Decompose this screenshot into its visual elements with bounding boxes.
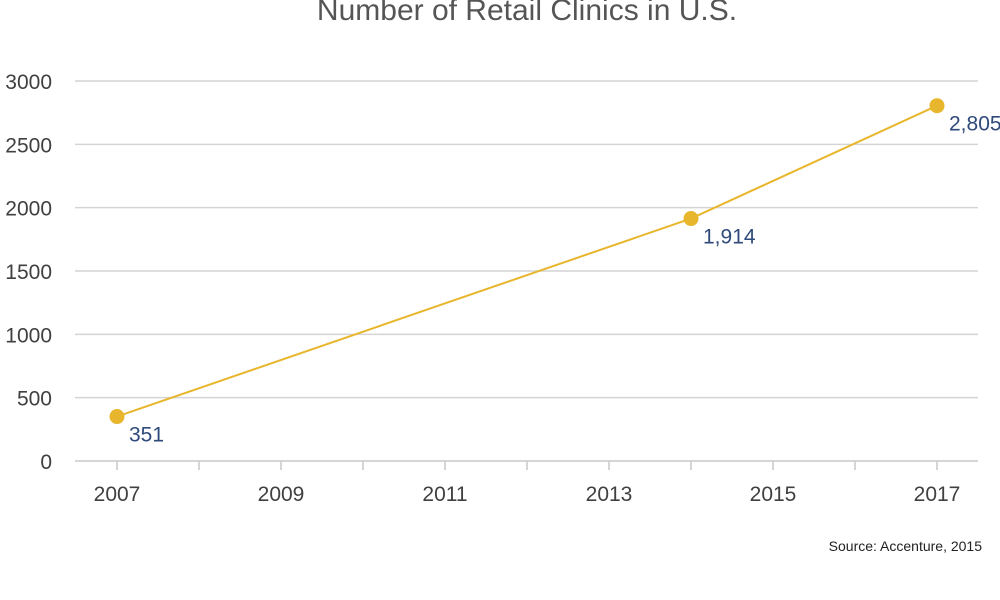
y-tick-label: 2500 bbox=[5, 134, 52, 157]
gridlines bbox=[75, 80, 978, 399]
y-tick-label: 2000 bbox=[5, 198, 52, 221]
y-tick-label: 0 bbox=[40, 451, 52, 474]
y-tick-label: 1000 bbox=[5, 324, 52, 347]
x-tick-label: 2011 bbox=[422, 483, 467, 506]
data-label: 351 bbox=[129, 424, 164, 447]
x-tick-label: 2015 bbox=[750, 483, 797, 506]
series-layer: 351 1,914 2,805 bbox=[109, 98, 1000, 447]
data-point bbox=[929, 98, 945, 114]
chart-title: Number of Retail Clinics in U.S. bbox=[317, 0, 737, 27]
data-label: 1,914 bbox=[703, 226, 756, 249]
data-point bbox=[683, 211, 699, 227]
y-axis-ticks: 0 500 1000 1500 2000 2500 3000 bbox=[5, 71, 52, 474]
x-tick-label: 2013 bbox=[586, 483, 633, 506]
y-tick-label: 3000 bbox=[5, 71, 52, 94]
y-tick-label: 1500 bbox=[5, 261, 52, 284]
series-line bbox=[116, 104, 938, 418]
x-tick-label: 2007 bbox=[94, 483, 141, 506]
data-label: 2,805 bbox=[949, 113, 1000, 136]
data-point bbox=[109, 409, 125, 425]
x-tick-label: 2017 bbox=[914, 483, 961, 506]
source-note: Source: Accenture, 2015 bbox=[829, 538, 983, 554]
x-axis: 2007 2009 2011 2013 2015 2017 bbox=[75, 460, 978, 506]
x-tick-label: 2009 bbox=[258, 483, 305, 506]
y-tick-label: 500 bbox=[17, 388, 52, 411]
